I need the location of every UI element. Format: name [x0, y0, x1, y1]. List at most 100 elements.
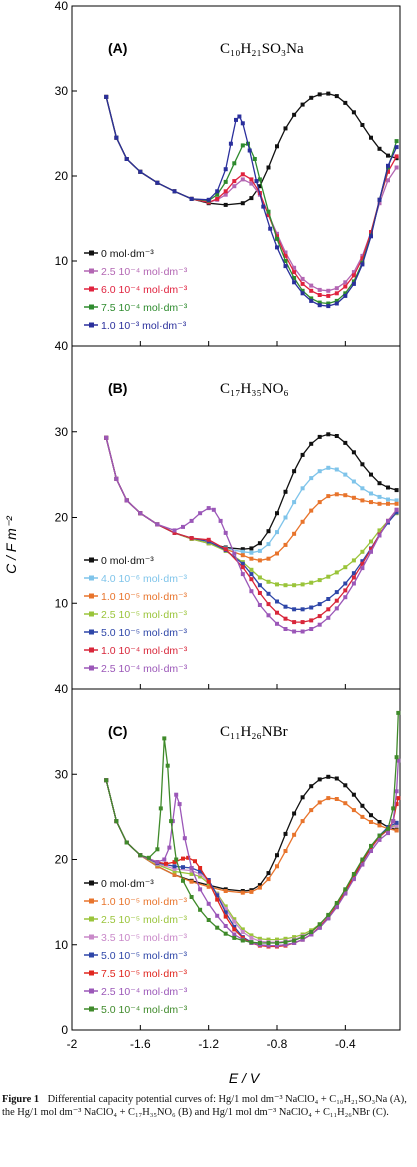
data-point [249, 196, 254, 201]
data-point [232, 935, 237, 940]
data-point [309, 930, 314, 934]
legend-entry: 2.5 10⁻⁵ mol·dm⁻³ [101, 609, 188, 621]
data-point [292, 620, 297, 625]
data-point [223, 914, 228, 919]
data-point [114, 135, 119, 140]
data-point [172, 866, 177, 871]
data-point [334, 570, 339, 575]
data-point [326, 916, 331, 921]
legend-swatch-marker [89, 593, 94, 599]
data-point [300, 629, 305, 634]
data-point [275, 236, 279, 241]
data-point [124, 840, 129, 845]
data-point [369, 813, 373, 818]
data-point [300, 288, 305, 293]
data-point [186, 855, 191, 860]
data-point [155, 860, 160, 865]
data-point [309, 580, 314, 585]
y-tick-label: 20 [55, 511, 69, 525]
data-point [275, 937, 279, 942]
data-point [232, 924, 237, 929]
data-point [326, 615, 331, 620]
panel-label: (C) [108, 723, 127, 739]
data-point [206, 879, 211, 884]
data-point [377, 533, 382, 538]
capacity-figure: 10 20 30 40 (A) C₁₀H₂₁SO₃Na 0 mol·dm⁻³ 2.5 10⁻⁴… [3, 0, 401, 1086]
data-point [360, 462, 365, 467]
data-point [292, 938, 297, 943]
data-point [249, 935, 254, 940]
data-point [198, 872, 203, 876]
data-point [391, 806, 396, 811]
data-point [124, 498, 129, 503]
y-axis-label: C / F m⁻² [3, 515, 19, 574]
data-point [257, 583, 262, 588]
data-point [266, 591, 271, 596]
data-point [124, 157, 129, 161]
data-point [249, 577, 254, 582]
data-point [275, 144, 279, 149]
data-point [193, 859, 197, 864]
data-point [138, 169, 143, 174]
data-point [292, 280, 297, 285]
data-point [283, 936, 288, 941]
legend-swatch-marker [89, 898, 94, 904]
series-1 [104, 432, 399, 552]
data-point [386, 497, 390, 502]
data-point [317, 777, 322, 782]
data-point [275, 245, 279, 250]
legend-swatch-marker [89, 665, 94, 671]
data-point [343, 440, 348, 445]
data-point [326, 607, 331, 612]
data-point [257, 885, 262, 890]
data-point [292, 265, 297, 270]
x-axis-label: E / V [229, 1070, 261, 1086]
data-point [317, 287, 322, 292]
data-point [240, 547, 245, 552]
data-point [351, 571, 356, 576]
data-point [138, 853, 143, 858]
y-tick-label: 0 [61, 1023, 68, 1037]
legend-entry: 7.5 10⁻⁴ mol·dm⁻³ [101, 302, 188, 314]
data-point [275, 943, 279, 948]
data-point [223, 931, 228, 936]
data-point [266, 613, 271, 618]
data-point [189, 895, 194, 899]
data-point [275, 551, 279, 556]
data-point [172, 528, 177, 533]
data-point [309, 283, 314, 288]
data-point [377, 146, 382, 151]
data-point [300, 452, 305, 457]
data-point [334, 467, 339, 472]
data-point [257, 591, 262, 595]
data-point [317, 925, 322, 930]
data-point [223, 167, 228, 172]
data-point [360, 561, 365, 566]
data-point [326, 796, 331, 801]
data-point [360, 262, 365, 267]
data-point [240, 201, 245, 206]
data-point [309, 808, 314, 813]
x-tick-label: -2 [67, 1037, 78, 1051]
legend-swatch-marker [89, 557, 94, 563]
data-point [292, 469, 297, 474]
data-point [266, 871, 271, 876]
data-point [377, 481, 382, 486]
series-8 [104, 710, 401, 945]
data-point [172, 189, 177, 194]
series-7 [104, 435, 399, 634]
data-point [247, 148, 252, 153]
data-point [360, 814, 365, 819]
data-point [189, 872, 194, 876]
data-point [232, 919, 237, 924]
data-point [181, 865, 185, 870]
data-point [396, 758, 401, 763]
data-point [206, 884, 211, 889]
data-point [172, 864, 177, 869]
y-tick-label: 20 [55, 853, 69, 867]
legend-entry: 2.5 10⁻⁵ mol·dm⁻³ [101, 914, 188, 926]
data-point [394, 510, 399, 515]
data-point [343, 801, 348, 806]
data-point [172, 860, 177, 865]
data-point [249, 589, 254, 594]
